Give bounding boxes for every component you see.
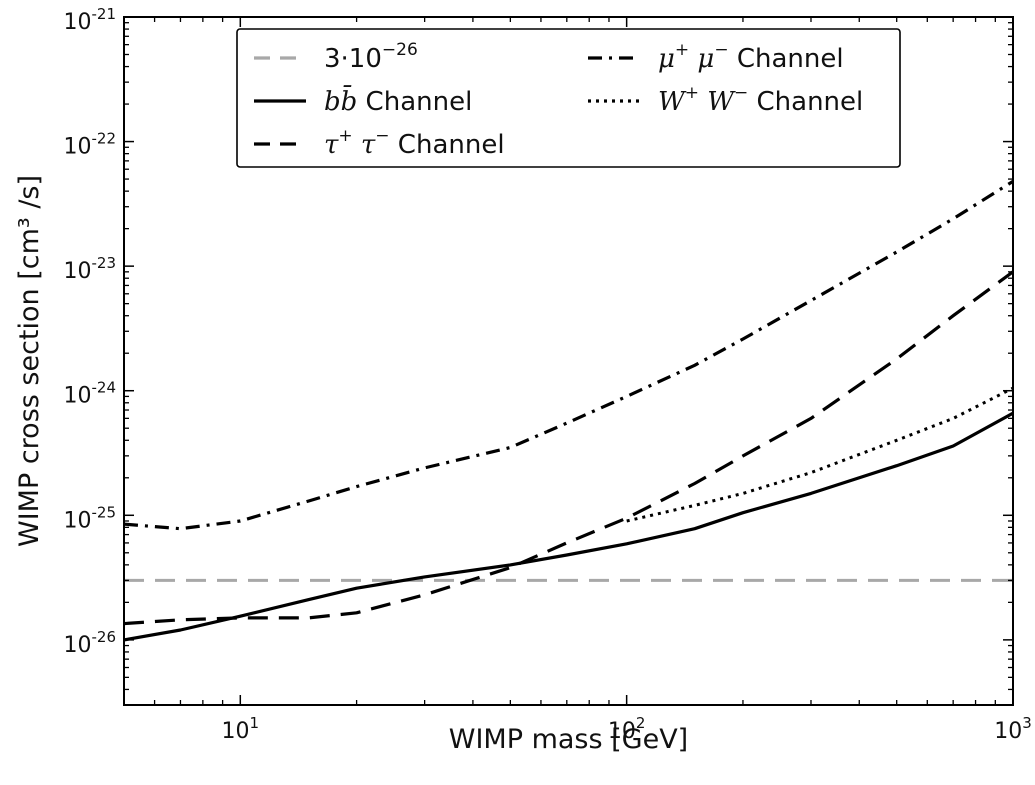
series-line-mumu <box>124 179 1013 531</box>
y-tick-label: 10-26 <box>64 628 117 658</box>
x-tick-label: 102 <box>608 714 646 744</box>
legend-label-ref: 3·10−26 <box>324 40 418 74</box>
plot-frame <box>123 16 1014 706</box>
series-group <box>124 179 1013 642</box>
y-tick-label: 10-23 <box>64 254 117 284</box>
y-axis-label: WIMP cross section [cm³ /s] <box>14 175 45 547</box>
y-tick-label: 10-22 <box>64 130 117 160</box>
y-tick-label: 10-21 <box>64 5 117 35</box>
legend-box <box>236 28 901 168</box>
series-line-ww <box>626 386 1013 523</box>
legend-label-bb: bb̄ Channel <box>324 84 472 117</box>
y-tick-label: 10-25 <box>64 503 117 533</box>
series-line-bb <box>124 411 1013 642</box>
legend: 3·10−26 bb̄ Channel τ+ τ− Channel μ+ μ− Cha… <box>236 28 901 168</box>
x-tick-label: 103 <box>994 714 1032 744</box>
legend-label-mumu: μ+ μ− Channel <box>658 40 844 74</box>
legend-label-tautau: τ+ τ− Channel <box>324 126 505 160</box>
y-tick-label: 10-24 <box>64 379 117 409</box>
x-axis-label: WIMP mass [GeV] <box>449 724 688 755</box>
x-tick-label: 101 <box>222 714 260 744</box>
series-line-tautau <box>124 270 1013 626</box>
legend-label-ww: W+ W− Channel <box>658 83 863 117</box>
